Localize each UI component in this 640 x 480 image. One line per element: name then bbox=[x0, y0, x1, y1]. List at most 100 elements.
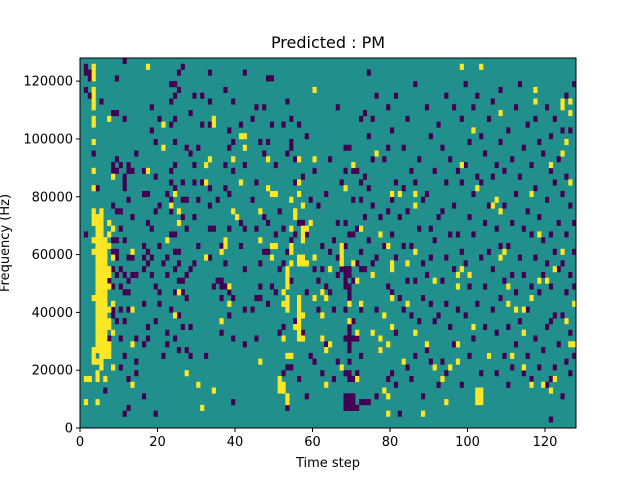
heatmap-cell-low bbox=[393, 381, 399, 388]
heatmap-cell-low bbox=[118, 162, 123, 169]
heatmap-cell-low bbox=[254, 295, 259, 302]
heatmap-cell-low bbox=[114, 318, 120, 325]
heatmap-cell-low bbox=[165, 254, 170, 261]
heatmap-cell-high bbox=[103, 243, 108, 250]
heatmap-cell-low bbox=[517, 318, 523, 325]
heatmap-cell-low bbox=[111, 202, 116, 209]
heatmap-cell-low bbox=[324, 190, 329, 198]
heatmap-cell-low bbox=[514, 289, 519, 296]
x-tick-label: 0 bbox=[76, 435, 84, 450]
heatmap-cell-low bbox=[114, 254, 120, 261]
heatmap-cell-low bbox=[556, 219, 561, 226]
heatmap-cell-low bbox=[273, 289, 278, 296]
heatmap-cell-low bbox=[397, 214, 402, 221]
heatmap-cell-low bbox=[471, 190, 476, 198]
heatmap-cell-high bbox=[564, 138, 569, 146]
heatmap-cell-low bbox=[320, 243, 325, 250]
heatmap-cell-low bbox=[409, 312, 414, 319]
heatmap-cell-high bbox=[91, 295, 96, 302]
heatmap-cell-high bbox=[95, 289, 100, 296]
heatmap-cell-high bbox=[95, 306, 100, 313]
heatmap-cell-low bbox=[564, 358, 569, 365]
heatmap-cell-high bbox=[266, 156, 271, 163]
heatmap-cell-low bbox=[266, 138, 271, 146]
heatmap-cell-high bbox=[103, 341, 108, 348]
heatmap-cell-low bbox=[281, 323, 286, 331]
heatmap-cell-high bbox=[324, 381, 329, 388]
heatmap-cell-low bbox=[548, 283, 554, 290]
heatmap-cell-high bbox=[107, 243, 112, 250]
heatmap-cell-low bbox=[537, 364, 542, 371]
heatmap-cell-low bbox=[351, 196, 356, 203]
heatmap-cell-low bbox=[452, 266, 457, 273]
heatmap-cell-low bbox=[537, 214, 542, 221]
heatmap-cell-low bbox=[316, 202, 321, 209]
heatmap-cell-high bbox=[568, 110, 573, 117]
heatmap-cell-low bbox=[149, 127, 154, 134]
heatmap-cell-high bbox=[99, 295, 104, 302]
heatmap-cell-low bbox=[316, 306, 321, 313]
heatmap-background bbox=[80, 58, 576, 428]
heatmap-cell-low bbox=[347, 358, 352, 365]
heatmap-cell-low bbox=[494, 370, 499, 377]
heatmap-cell-low bbox=[401, 306, 406, 313]
heatmap-cell-low bbox=[227, 289, 232, 296]
heatmap-cell-high bbox=[300, 312, 306, 319]
heatmap-cell-low bbox=[122, 237, 127, 244]
heatmap-cell-high bbox=[103, 248, 108, 255]
heatmap-cell-low bbox=[269, 75, 275, 82]
heatmap-cell-low bbox=[242, 341, 247, 348]
heatmap-cell-low bbox=[254, 104, 259, 111]
heatmap-cell-low bbox=[142, 393, 147, 400]
heatmap-cell-low bbox=[386, 375, 391, 383]
heatmap-cell-high bbox=[91, 237, 96, 244]
heatmap-cell-low bbox=[219, 329, 224, 336]
heatmap-cell-low bbox=[258, 138, 263, 146]
heatmap-cell-low bbox=[428, 358, 433, 365]
heatmap-cell-low bbox=[351, 277, 356, 284]
heatmap-cell-high bbox=[281, 381, 286, 388]
heatmap-cell-low bbox=[525, 352, 530, 359]
heatmap-cell-low bbox=[483, 150, 488, 157]
heatmap-cell-low bbox=[548, 375, 554, 383]
heatmap-cell-low bbox=[215, 196, 220, 203]
heatmap-cell-low bbox=[421, 295, 426, 302]
heatmap-cell-high bbox=[107, 341, 112, 348]
heatmap-cell-high bbox=[91, 248, 96, 255]
heatmap-cell-high bbox=[103, 277, 108, 284]
heatmap-cell-low bbox=[572, 283, 577, 290]
heatmap-cell-high bbox=[95, 237, 100, 244]
heatmap-cell-low bbox=[304, 393, 309, 400]
heatmap-cell-low bbox=[335, 219, 340, 226]
heatmap-cell-high bbox=[304, 225, 309, 232]
heatmap-cell-low bbox=[176, 248, 182, 255]
heatmap-cell-low bbox=[227, 312, 232, 319]
heatmap-cell-low bbox=[192, 162, 197, 169]
heatmap-cell-low bbox=[347, 370, 352, 377]
heatmap-cell-low bbox=[393, 92, 399, 99]
heatmap-cell-low bbox=[432, 167, 437, 174]
y-tick-label: 60000 bbox=[32, 248, 73, 263]
heatmap-cell-low bbox=[424, 190, 430, 198]
heatmap-cell-low bbox=[180, 196, 185, 203]
heatmap-cell-low bbox=[459, 381, 464, 388]
heatmap-cell-low bbox=[405, 277, 410, 284]
heatmap-cell-low bbox=[343, 306, 348, 313]
heatmap-cell-high bbox=[572, 341, 577, 348]
heatmap-cell-low bbox=[173, 138, 178, 146]
heatmap-cell-low bbox=[521, 225, 526, 232]
heatmap-cell-low bbox=[459, 115, 464, 122]
heatmap-cell-low bbox=[428, 300, 433, 307]
heatmap-cell-low bbox=[494, 329, 499, 336]
heatmap-cell-high bbox=[238, 133, 244, 140]
heatmap-cell-high bbox=[297, 254, 302, 261]
heatmap-cell-low bbox=[467, 283, 472, 290]
heatmap-cell-high bbox=[320, 312, 325, 319]
heatmap-cell-high bbox=[471, 127, 476, 134]
heatmap-cell-low bbox=[444, 179, 449, 186]
heatmap-cell-low bbox=[169, 306, 174, 313]
heatmap-cell-low bbox=[510, 271, 515, 278]
heatmap-cell-low bbox=[173, 231, 178, 238]
heatmap-cell-high bbox=[479, 387, 484, 394]
heatmap-cell-high bbox=[103, 312, 108, 319]
